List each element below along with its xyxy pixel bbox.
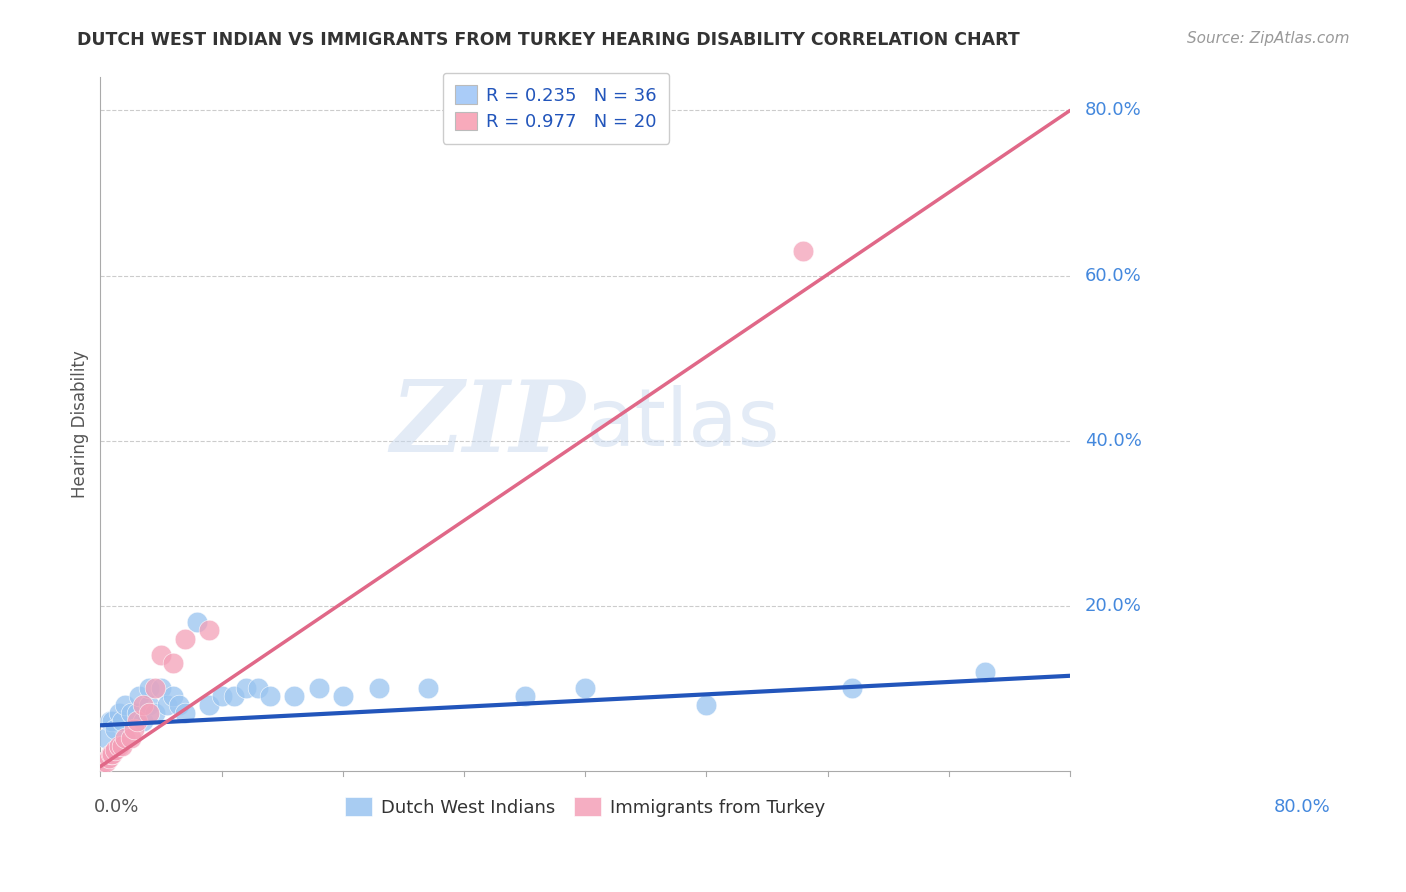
Point	[98, 714, 121, 728]
Point	[96, 731, 118, 745]
Point	[125, 714, 148, 728]
Point	[149, 648, 172, 662]
Point	[128, 690, 150, 704]
Point	[368, 681, 391, 695]
Point	[695, 698, 717, 712]
Point	[120, 731, 142, 745]
Point	[246, 681, 269, 695]
Point	[143, 706, 166, 720]
Text: 40.0%: 40.0%	[1084, 432, 1142, 450]
Point	[138, 698, 160, 712]
Point	[91, 756, 114, 770]
Point	[513, 690, 536, 704]
Point	[111, 714, 134, 728]
Point	[792, 244, 814, 258]
Text: 0.0%: 0.0%	[94, 798, 139, 816]
Point	[120, 706, 142, 720]
Point	[198, 698, 221, 712]
Point	[841, 681, 863, 695]
Point	[222, 690, 245, 704]
Text: 80.0%: 80.0%	[1084, 102, 1142, 120]
Point	[174, 632, 197, 646]
Point	[332, 690, 354, 704]
Point	[107, 706, 129, 720]
Point	[162, 657, 184, 671]
Point	[259, 690, 281, 704]
Point	[114, 698, 136, 712]
Point	[235, 681, 257, 695]
Point	[111, 739, 134, 753]
Point	[143, 681, 166, 695]
Point	[138, 681, 160, 695]
Point	[308, 681, 330, 695]
Point	[104, 743, 127, 757]
Point	[97, 751, 120, 765]
Point	[198, 624, 221, 638]
Point	[574, 681, 596, 695]
Point	[138, 706, 160, 720]
Point	[114, 731, 136, 745]
Point	[101, 714, 124, 728]
Text: 20.0%: 20.0%	[1084, 597, 1142, 615]
Point	[156, 698, 179, 712]
Text: atlas: atlas	[585, 385, 779, 463]
Text: 80.0%: 80.0%	[1274, 798, 1330, 816]
Point	[167, 698, 190, 712]
Text: 60.0%: 60.0%	[1084, 267, 1142, 285]
Point	[100, 747, 122, 762]
Point	[186, 615, 208, 629]
Point	[104, 723, 127, 737]
Point	[162, 690, 184, 704]
Point	[101, 747, 124, 762]
Point	[283, 690, 305, 704]
Text: Source: ZipAtlas.com: Source: ZipAtlas.com	[1187, 31, 1350, 46]
Point	[124, 723, 146, 737]
Y-axis label: Hearing Disability: Hearing Disability	[72, 351, 89, 498]
Point	[125, 706, 148, 720]
Point	[149, 681, 172, 695]
Point	[974, 665, 997, 679]
Point	[211, 690, 233, 704]
Point	[174, 706, 197, 720]
Text: DUTCH WEST INDIAN VS IMMIGRANTS FROM TURKEY HEARING DISABILITY CORRELATION CHART: DUTCH WEST INDIAN VS IMMIGRANTS FROM TUR…	[77, 31, 1021, 49]
Point	[416, 681, 439, 695]
Legend: Dutch West Indians, Immigrants from Turkey: Dutch West Indians, Immigrants from Turk…	[337, 790, 832, 824]
Text: ZIP: ZIP	[391, 376, 585, 473]
Point	[132, 698, 155, 712]
Point	[96, 756, 118, 770]
Point	[107, 739, 129, 753]
Point	[132, 714, 155, 728]
